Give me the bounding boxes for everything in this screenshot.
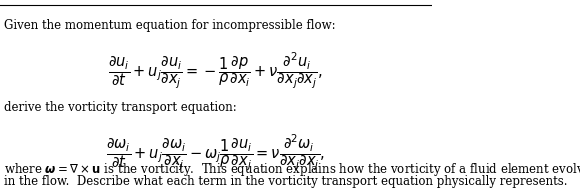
Text: where $\boldsymbol{\omega} = \nabla \times \mathbf{u}$ is the vorticity.  This e: where $\boldsymbol{\omega} = \nabla \tim… — [4, 161, 580, 178]
Text: Given the momentum equation for incompressible flow:: Given the momentum equation for incompre… — [4, 19, 336, 32]
Text: $\dfrac{\partial u_i}{\partial t} + u_j\dfrac{\partial u_i}{\partial x_j} = -\df: $\dfrac{\partial u_i}{\partial t} + u_j\… — [108, 50, 323, 91]
Text: derive the vorticity transport equation:: derive the vorticity transport equation: — [4, 101, 237, 114]
Text: $\dfrac{\partial \omega_i}{\partial t} + u_j\dfrac{\partial \omega_i}{\partial x: $\dfrac{\partial \omega_i}{\partial t} +… — [106, 132, 325, 173]
Text: in the flow.  Describe what each term in the vorticity transport equation physic: in the flow. Describe what each term in … — [4, 175, 568, 188]
